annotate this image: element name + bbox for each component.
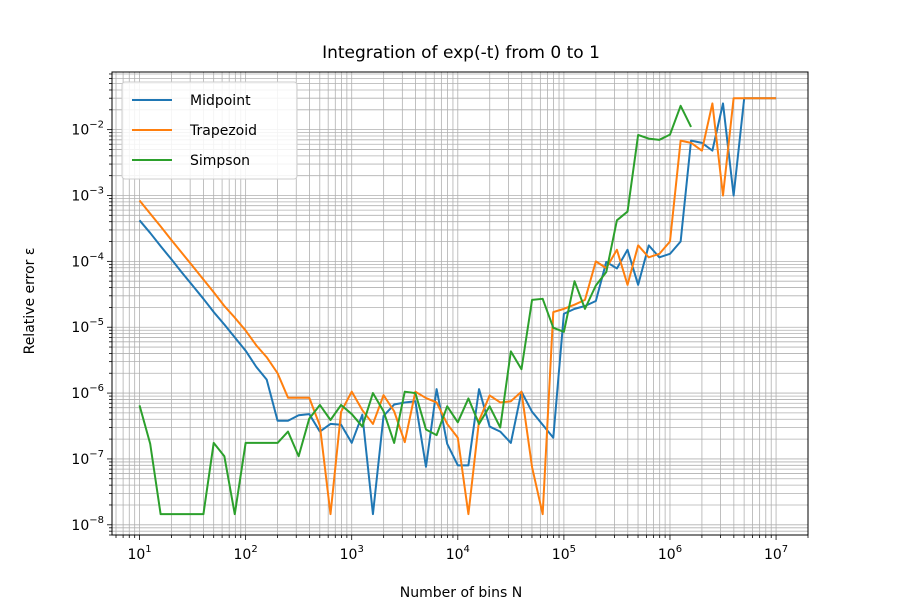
legend-label-trapezoid: Trapezoid xyxy=(189,123,257,139)
y-tick-label: 10−2 xyxy=(71,120,104,139)
x-tick-label: 101 xyxy=(127,544,151,563)
y-tick-label: 10−6 xyxy=(71,383,104,402)
axes-frame xyxy=(111,71,809,536)
legend-label-simpson: Simpson xyxy=(190,153,250,169)
x-tick-label: 107 xyxy=(764,544,788,563)
legend-box xyxy=(121,81,298,180)
y-axis-label: Relative error ε xyxy=(22,248,38,355)
y-tick-label: 10−8 xyxy=(71,515,104,534)
x-tick-label: 105 xyxy=(552,544,576,563)
y-tick-label: 10−3 xyxy=(71,185,104,204)
x-tick-label: 103 xyxy=(340,544,364,563)
y-tick-label: 10−4 xyxy=(71,251,104,270)
series-line-trapezoid xyxy=(138,97,777,516)
y-tick-label: 10−7 xyxy=(71,449,104,468)
x-tick-label: 102 xyxy=(234,544,258,563)
y-tick-label: 10−5 xyxy=(71,317,104,336)
legend: Midpoint Trapezoid Simpson xyxy=(121,81,298,180)
x-axis-label: Number of bins N xyxy=(400,585,523,600)
chart-title: Integration of exp(-t) from 0 to 1 xyxy=(322,43,600,63)
legend-label-midpoint: Midpoint xyxy=(190,93,251,109)
series-line-simpson xyxy=(138,104,692,516)
x-tick-label: 104 xyxy=(446,544,470,563)
x-tick-label: 106 xyxy=(658,544,682,563)
series-line-midpoint xyxy=(138,97,777,516)
